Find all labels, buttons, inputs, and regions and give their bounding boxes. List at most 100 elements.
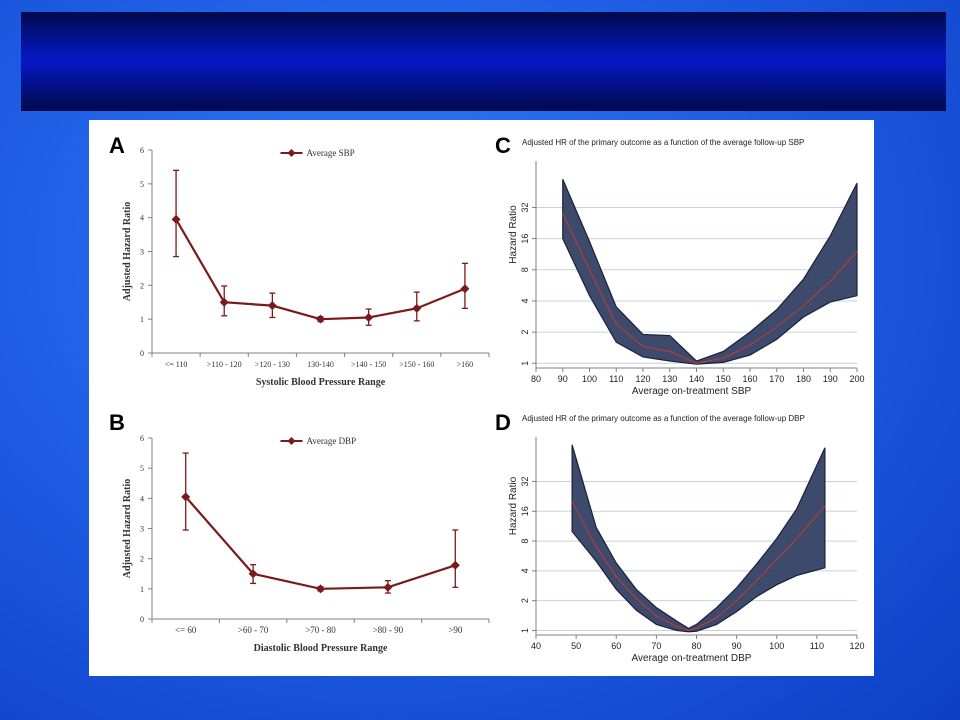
chart-c-x-tick-label: 140 (689, 374, 704, 384)
chart-d-x-tick-label: 60 (611, 641, 621, 651)
chart-d-confidence-band (571, 444, 826, 633)
figure-panel: A 0 1 2 3 4 5 6 <= 110 >110 - 120 >120 - 130 130-1… (89, 120, 874, 676)
chart-b-x-tick-label: >60 - 70 (238, 625, 269, 635)
chart-b-y-axis-title: Adjusted Hazard Ratio (122, 479, 133, 578)
panel-a-letter: A (109, 133, 125, 158)
panel-d-letter: D (495, 410, 511, 435)
chart-d-x-tick-label: 120 (849, 641, 864, 651)
chart-b-x-tick-label: >90 (448, 625, 463, 635)
chart-c-x-tick-label: 80 (531, 374, 541, 384)
chart-a-data-point (412, 303, 422, 313)
chart-c-x-tick-label: 90 (558, 374, 568, 384)
chart-b-x-tick-label: >70 - 80 (305, 625, 336, 635)
chart-b-y-tick-label: 3 (140, 525, 144, 534)
chart-c-y-tick-label: 16 (520, 234, 530, 244)
chart-c-x-tick-label: 110 (609, 374, 623, 384)
chart-a-legend-marker (287, 149, 296, 157)
chart-a-x-tick-label: >120 - 130 (255, 360, 290, 369)
chart-d-estimate-line (571, 501, 826, 631)
chart-a-y-axis-title: Adjusted Hazard Ratio (122, 202, 133, 301)
chart-a-y-tick-label: 1 (140, 315, 144, 324)
chart-c-x-tick-label: 200 (849, 374, 864, 384)
chart-d-y-tick-label: 8 (520, 539, 530, 544)
chart-a-data-point (460, 284, 470, 294)
chart-d-x-tick-label: 50 (571, 641, 581, 651)
chart-c-y-axis-title: Hazard Ratio (508, 205, 519, 264)
slide-title-bar (21, 12, 946, 111)
chart-b-data-point (450, 560, 460, 570)
chart-d-x-tick-label: 90 (732, 641, 742, 651)
chart-a-y-tick-label: 0 (140, 349, 144, 358)
chart-a-x-tick-label: >110 - 120 (207, 360, 242, 369)
panel-d: D Adjusted HR of the primary outcome as … (495, 410, 865, 664)
chart-c-y-tick-label: 8 (520, 267, 530, 272)
chart-a-x-tick-label: 130-140 (307, 360, 334, 369)
chart-d-x-tick-label: 80 (691, 641, 701, 651)
chart-c-x-axis-title: Average on-treatment SBP (632, 386, 752, 397)
chart-b-data-point (248, 569, 258, 579)
chart-c-y-tick-label: 2 (520, 330, 530, 335)
chart-a-series-line (175, 218, 466, 321)
chart-b-y-tick-label: 4 (140, 494, 144, 503)
chart-c-x-tick-label: 180 (796, 374, 811, 384)
chart-d-y-tick-label: 1 (520, 628, 530, 633)
chart-d-x-axis-title: Average on-treatment DBP (632, 653, 752, 664)
chart-b-legend-label: Average DBP (307, 436, 357, 446)
chart-c-y-tick-label: 32 (520, 202, 530, 212)
panel-c-letter: C (495, 133, 511, 158)
chart-c-title: Adjusted HR of the primary outcome as a … (522, 138, 804, 147)
chart-a-data-point (364, 312, 374, 322)
chart-b-y-tick-label: 2 (140, 555, 144, 564)
chart-c-x-tick-label: 150 (716, 374, 731, 384)
chart-b-legend-marker (287, 437, 296, 445)
chart-b-y-tick-label: 6 (140, 434, 144, 443)
chart-a-y-tick-label: 5 (140, 180, 144, 189)
chart-b-y-tick-label: 1 (140, 585, 144, 594)
figure-svg: A 0 1 2 3 4 5 6 <= 110 >110 - 120 >120 - 130 130-1… (109, 133, 865, 664)
chart-c-confidence-band (562, 178, 858, 365)
chart-d-y-tick-label: 16 (520, 506, 530, 516)
chart-a-data-point (171, 214, 181, 224)
chart-b-data-point (383, 582, 393, 592)
chart-c-x-tick-label: 100 (582, 374, 597, 384)
chart-b-y-tick-label: 5 (140, 464, 144, 473)
chart-d-x-tick-label: 70 (651, 641, 661, 651)
chart-c-y-tick-label: 1 (520, 361, 530, 366)
chart-a-x-tick-label: >160 (457, 360, 474, 369)
chart-d-x-tick-label: 100 (769, 641, 784, 651)
chart-d-title: Adjusted HR of the primary outcome as a … (522, 414, 805, 423)
chart-a-y-tick-label: 3 (140, 248, 144, 257)
chart-b-y-tick-label: 0 (140, 615, 144, 624)
chart-c-x-tick-label: 120 (635, 374, 650, 384)
chart-c-x-tick-label: 190 (823, 374, 838, 384)
chart-b-data-point (316, 584, 325, 594)
chart-d-y-tick-label: 2 (520, 598, 530, 603)
chart-c-x-tick-label: 130 (662, 374, 677, 384)
chart-a-x-axis-title: Systolic Blood Pressure Range (256, 377, 386, 388)
chart-a-legend-label: Average SBP (307, 148, 355, 158)
chart-a-x-tick-label: <= 110 (165, 360, 188, 369)
chart-b-x-tick-label: >80 - 90 (373, 625, 404, 635)
panel-a: A 0 1 2 3 4 5 6 <= 110 >110 - 120 >120 - 130 130-1… (109, 133, 490, 388)
chart-d-y-tick-label: 4 (520, 568, 530, 573)
chart-a-x-tick-label: >150 - 160 (399, 360, 434, 369)
chart-a-y-tick-label: 4 (140, 214, 144, 223)
chart-a-x-tick-label: >140 - 150 (351, 360, 386, 369)
chart-a-y-tick-label: 6 (140, 146, 144, 155)
chart-a-data-point (219, 297, 229, 307)
chart-c-estimate-line (562, 213, 858, 364)
chart-a-data-point (316, 314, 325, 324)
chart-c-x-tick-label: 160 (742, 374, 757, 384)
chart-b-series-line (184, 496, 456, 590)
panel-b-letter: B (109, 410, 125, 435)
chart-d-x-tick-label: 40 (531, 641, 541, 651)
panel-c: C Adjusted HR of the primary outcome as … (495, 133, 865, 397)
chart-d-y-axis-title: Hazard Ratio (508, 476, 519, 535)
chart-d-x-tick-label: 110 (810, 641, 824, 651)
chart-c-x-tick-label: 170 (769, 374, 784, 384)
chart-b-x-axis-title: Diastolic Blood Pressure Range (254, 643, 388, 654)
chart-a-y-tick-label: 2 (140, 281, 144, 290)
chart-a-data-point (267, 301, 277, 311)
chart-b-data-point (181, 492, 191, 502)
chart-b-x-tick-label: <= 60 (175, 625, 197, 635)
